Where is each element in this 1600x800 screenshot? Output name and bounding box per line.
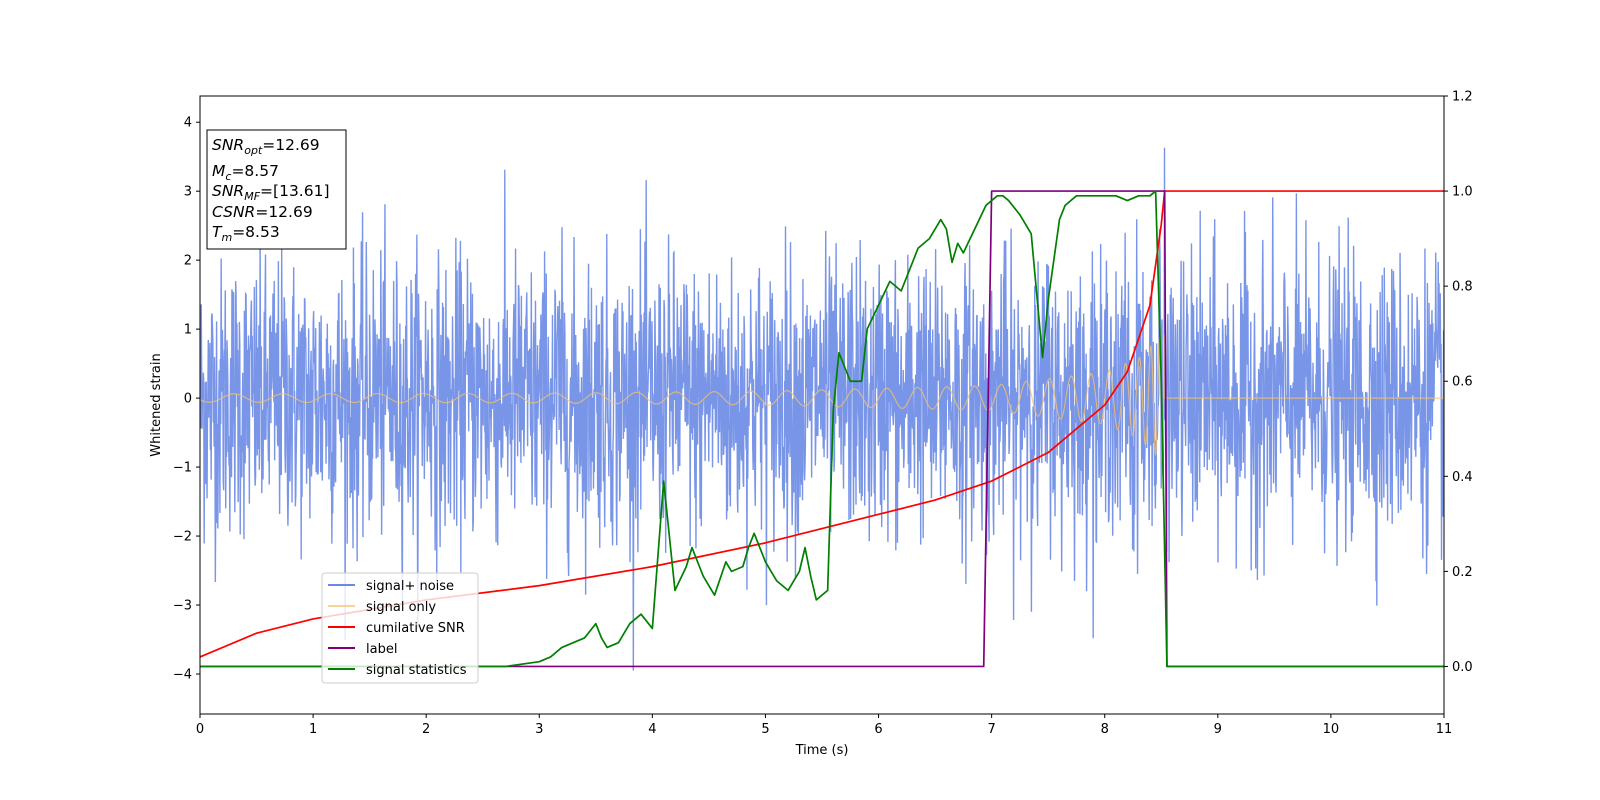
annotation-line: CSNR=12.69	[212, 203, 313, 221]
annotation-frame	[206, 129, 347, 250]
y-left-tick-label: 0	[184, 392, 192, 407]
x-tick-label: 7	[987, 722, 995, 737]
x-tick-label: 10	[1323, 722, 1340, 737]
legend: signal+ noise signal only cumilative SNR la…	[321, 572, 479, 684]
x-axis-label: Time (s)	[795, 743, 849, 758]
y-left-tick-label: −3	[173, 599, 192, 614]
y-axis-left: −4 −3 −2 −1 0 1 2 3 4	[173, 116, 200, 682]
legend-frame	[321, 572, 479, 684]
series-line-signal-plus-noise	[200, 147, 1444, 671]
x-tick-label: 0	[196, 722, 204, 737]
plot-frame	[199, 95, 1445, 715]
y-left-tick-label: −4	[173, 667, 192, 682]
y-left-tick-label: 2	[184, 254, 192, 269]
y-left-tick-label: −1	[173, 461, 192, 476]
y-left-tick-label: 1	[184, 323, 192, 338]
y-axis-label: Whitened strain	[149, 353, 164, 456]
x-tick-label: 3	[535, 722, 543, 737]
series-line-signal-statistics	[200, 190, 1444, 668]
legend-label: cumilative SNR	[366, 621, 465, 636]
x-tick-label: 8	[1101, 722, 1109, 737]
annotation-line: Tm=8.53	[212, 223, 280, 244]
annotation-line: Mc=8.57	[212, 162, 279, 183]
y-right-tick-label: 1.0	[1452, 185, 1473, 200]
y-right-tick-label: 0.4	[1452, 470, 1473, 485]
annotation-line: SNRMF=[13.61]	[212, 182, 330, 203]
y-right-tick-label: 0.6	[1452, 375, 1473, 390]
y-right-tick-label: 1.2	[1452, 90, 1473, 105]
x-tick-label: 1	[309, 722, 317, 737]
annotation-box: SNRopt=12.69 Mc=8.57SNRMF=[13.61]CSNR=12.…	[206, 129, 347, 250]
x-tick-label: 6	[874, 722, 882, 737]
x-tick-label: 5	[761, 722, 769, 737]
x-axis: 0 1 2 3 4 5 6 7 8 9 10 11	[196, 714, 1452, 737]
y-right-tick-label: 0.8	[1452, 280, 1473, 295]
series-signal-plus-noise	[200, 147, 1444, 671]
y-axis-right: 0.0 0.2 0.4 0.6 0.8 1.0 1.2	[1444, 90, 1473, 675]
legend-label: signal+ noise	[366, 579, 454, 594]
legend-label: signal only	[366, 600, 436, 615]
x-tick-label: 9	[1214, 722, 1222, 737]
x-tick-label: 4	[648, 722, 656, 737]
x-tick-label: 11	[1436, 722, 1453, 737]
y-right-tick-label: 0.0	[1452, 660, 1473, 675]
annotation-line: SNRopt=12.69	[212, 136, 320, 157]
x-tick-label: 2	[422, 722, 430, 737]
legend-label: signal statistics	[366, 663, 467, 678]
y-left-tick-label: 4	[184, 116, 192, 131]
y-right-tick-label: 0.2	[1452, 565, 1473, 580]
series-signal-only	[200, 335, 1444, 463]
legend-label: label	[366, 642, 397, 657]
y-left-tick-label: −2	[173, 530, 192, 545]
series-line-signal-only	[200, 335, 1444, 463]
y-left-tick-label: 3	[184, 185, 192, 200]
